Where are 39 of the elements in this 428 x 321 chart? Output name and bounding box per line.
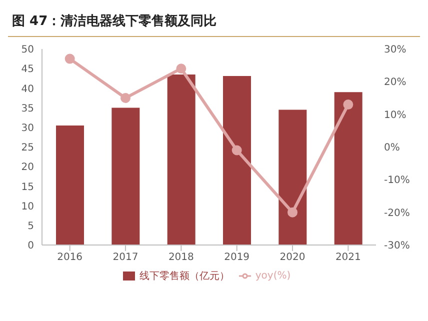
bar xyxy=(112,108,140,245)
y2-tick-label: 10% xyxy=(384,110,406,121)
bar xyxy=(167,74,196,245)
x-tick-label: 2018 xyxy=(168,252,194,264)
x-tick-label: 2020 xyxy=(280,252,306,264)
y-tick-label: 20 xyxy=(21,162,34,174)
y-tick-label: 0 xyxy=(28,240,34,252)
chart-title: 图 47：清洁电器线下零售额及同比 xyxy=(8,8,420,37)
bar xyxy=(223,76,251,245)
y-tick-label: 35 xyxy=(21,103,34,114)
y-tick-label: 30 xyxy=(21,122,34,134)
y-tick-label: 10 xyxy=(21,201,34,212)
legend-label: 线下零售额（亿元） xyxy=(139,271,230,282)
bar xyxy=(278,110,307,245)
y2-tick-label: -30% xyxy=(384,240,410,252)
x-tick-label: 2016 xyxy=(57,252,83,264)
y2-tick-label: -20% xyxy=(384,208,410,219)
y2-tick-label: -10% xyxy=(384,175,410,186)
y-tick-label: 50 xyxy=(21,44,34,56)
y2-tick-label: 30% xyxy=(384,44,406,56)
point xyxy=(288,207,298,218)
y-tick-label: 45 xyxy=(21,64,34,76)
x-tick-label: 2021 xyxy=(335,252,361,264)
point xyxy=(64,54,75,64)
y-tick-label: 5 xyxy=(28,220,34,232)
point xyxy=(232,145,242,156)
y-tick-label: 15 xyxy=(21,182,34,193)
y2-tick-label: 0% xyxy=(384,142,400,154)
point xyxy=(343,100,354,110)
legend-label: yoy(%) xyxy=(255,271,291,282)
x-tick-label: 2019 xyxy=(224,252,250,264)
y-tick-label: 40 xyxy=(21,84,34,95)
x-tick-label: 2017 xyxy=(112,252,138,264)
y2-tick-label: 20% xyxy=(384,77,406,88)
bar xyxy=(334,92,362,245)
y-tick-label: 25 xyxy=(21,142,34,154)
point xyxy=(176,64,186,74)
point xyxy=(120,93,130,103)
bar xyxy=(56,125,84,245)
